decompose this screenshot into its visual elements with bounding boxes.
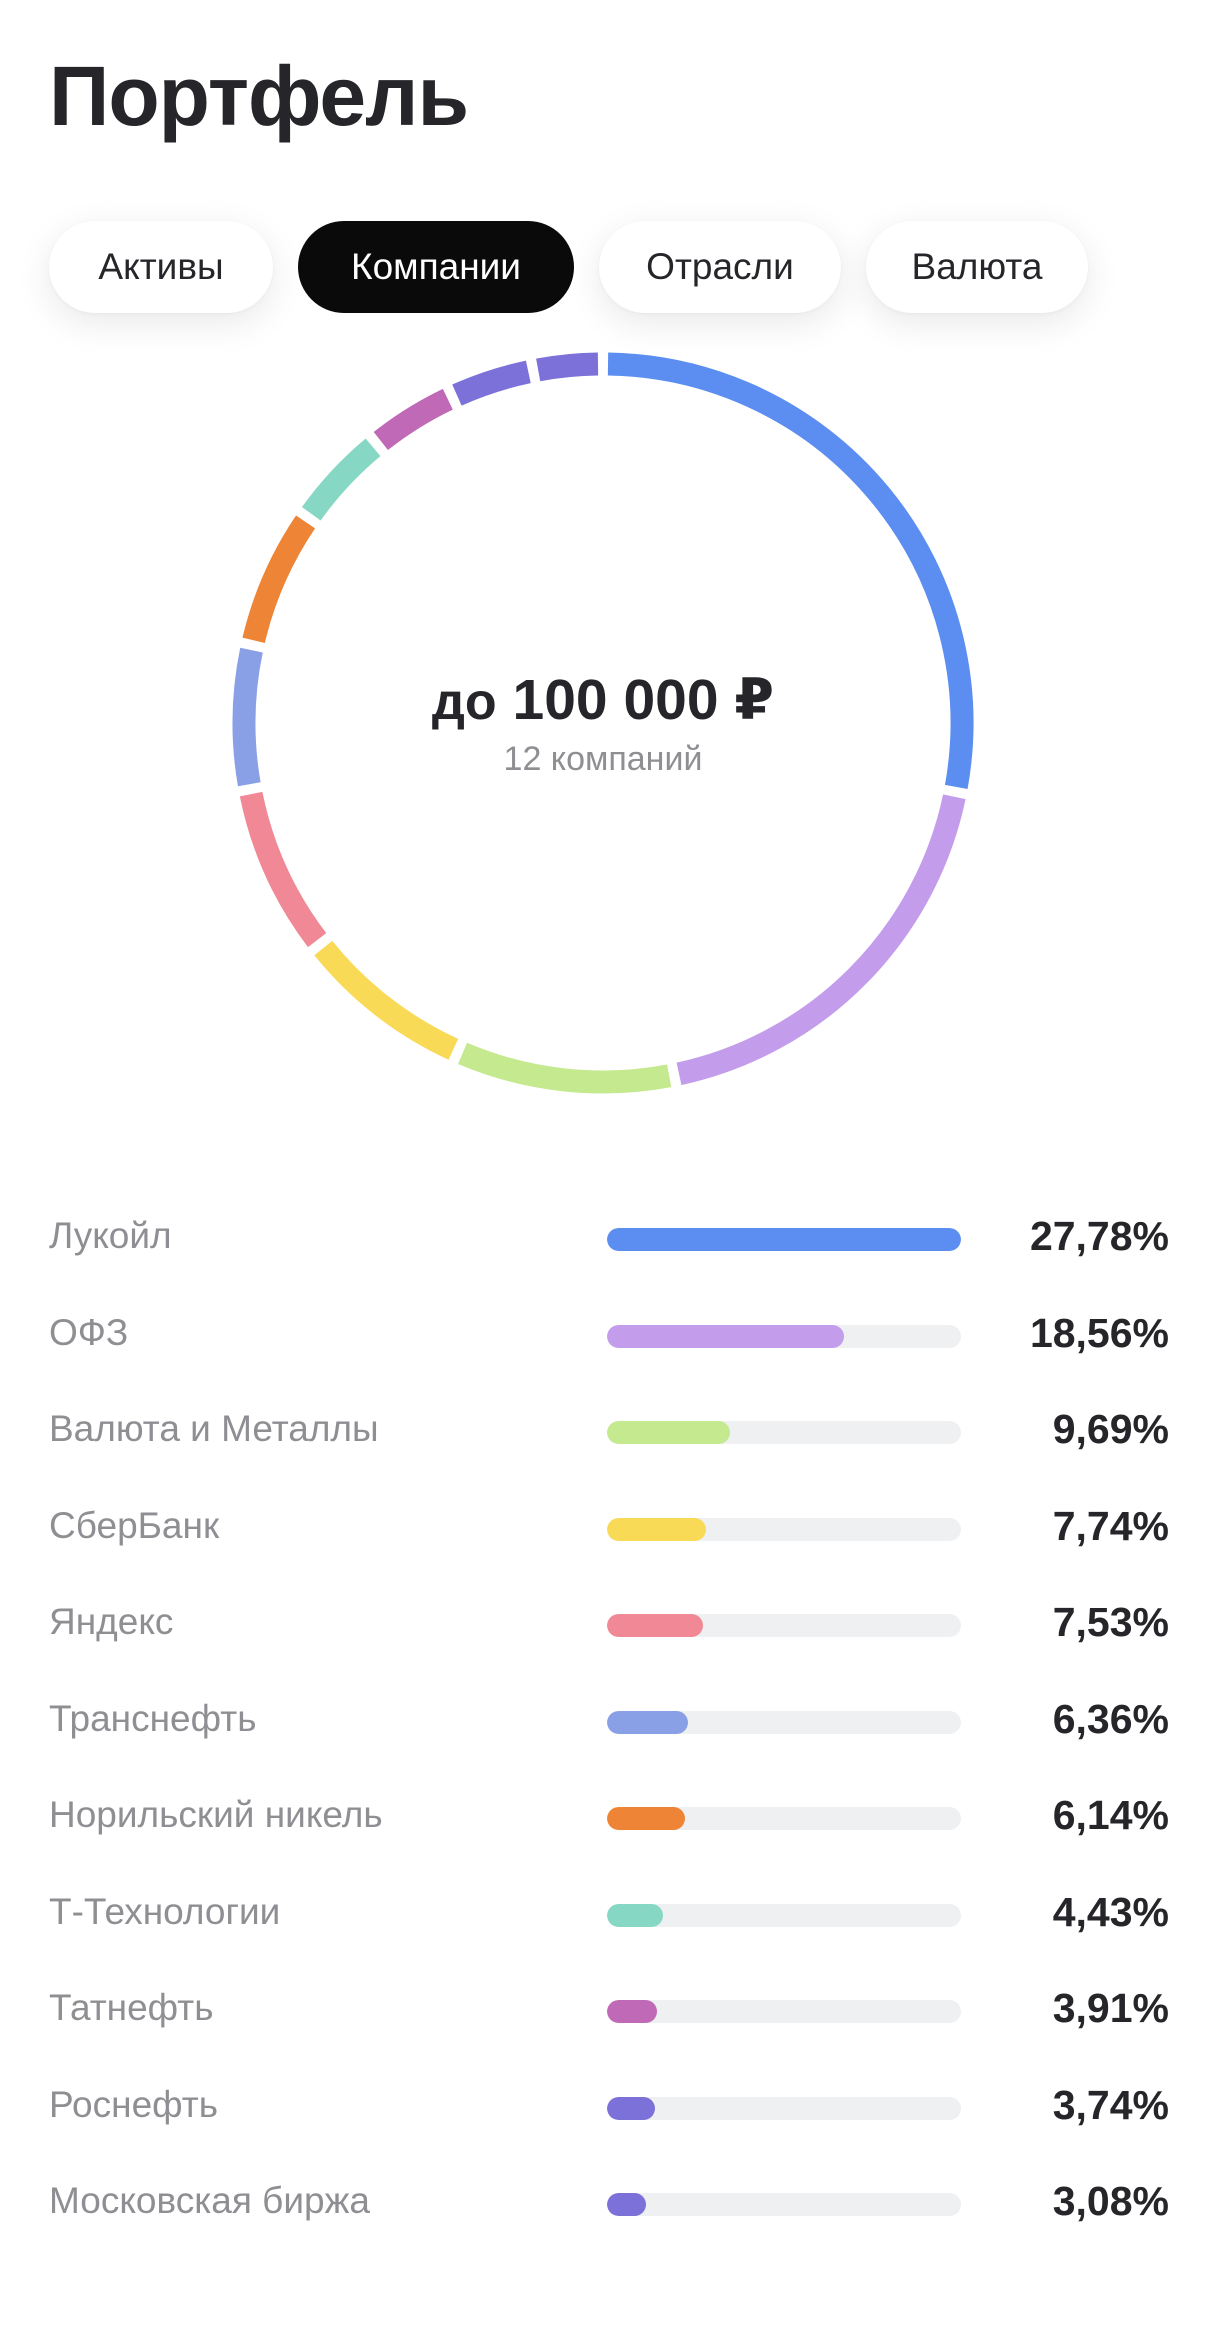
company-share: 4,43%: [1052, 1888, 1169, 1935]
company-share: 3,08%: [1052, 2178, 1169, 2224]
company-name: Роснефть: [49, 2083, 218, 2125]
company-name: Московская биржа: [49, 2180, 370, 2221]
company-share: 18,56%: [1029, 1309, 1169, 1356]
list-item[interactable]: Т-Технологии 4,43%: [49, 1869, 1169, 1966]
share-bar-fill: [607, 1228, 961, 1251]
share-bar-fill: [607, 2193, 647, 2216]
list-item[interactable]: СберБанк 7,74%: [49, 1483, 1169, 1580]
tab-bar: Активы Компании Отрасли Валюта: [49, 221, 1088, 313]
donut-segment: [458, 1042, 672, 1094]
share-bar-track: [607, 1421, 961, 1444]
donut-ring: [232, 352, 974, 1094]
share-bar-fill: [607, 1903, 664, 1927]
share-bar-fill: [607, 1807, 686, 1830]
share-bar-track: [607, 2096, 961, 2120]
company-share: 27,78%: [1029, 1213, 1169, 1259]
company-share: 6,14%: [1052, 1792, 1169, 1838]
share-bar-track: [607, 1710, 961, 1734]
share-bar-track: [607, 2000, 961, 2023]
share-bar-fill: [607, 1614, 703, 1637]
amount-value: 100 000 ₽: [512, 668, 775, 732]
donut-segment: [452, 360, 531, 406]
list-item[interactable]: Татнефть 3,91%: [49, 1965, 1169, 2062]
share-bar-track: [607, 2193, 961, 2216]
donut-segment: [607, 352, 974, 789]
company-share: 6,36%: [1052, 1695, 1169, 1742]
page-title: Портфель: [49, 49, 469, 143]
donut-segment: [536, 352, 599, 382]
company-name: Т-Технологии: [49, 1890, 281, 1932]
list-item[interactable]: Московская биржа 3,08%: [49, 2158, 1169, 2255]
company-share: 3,74%: [1052, 2081, 1169, 2128]
list-item[interactable]: Роснефть 3,74%: [49, 2062, 1169, 2159]
share-bar-fill: [607, 2096, 655, 2120]
share-bar-fill: [607, 1421, 731, 1444]
company-name: Норильский никель: [49, 1794, 383, 1835]
company-share: 9,69%: [1052, 1406, 1169, 1452]
companies-count: 12 компаний: [503, 740, 703, 778]
amount-prefix: до: [431, 673, 497, 731]
tab-industries[interactable]: Отрасли: [599, 221, 841, 313]
list-item[interactable]: Норильский никель 6,14%: [49, 1772, 1169, 1869]
companies-list: Лукойл 27,78% ОФЗ 18,56% Валюта и Металлы 9,6…: [49, 1193, 1169, 2255]
tab-companies[interactable]: Компании: [298, 221, 574, 313]
portfolio-donut-chart: до 100 000 ₽ 12 компаний: [228, 348, 978, 1098]
company-share: 7,74%: [1052, 1502, 1169, 1549]
tab-assets[interactable]: Активы: [49, 221, 273, 313]
list-item[interactable]: ОФЗ 18,56%: [49, 1290, 1169, 1387]
donut-segment: [239, 791, 327, 948]
share-bar-fill: [607, 1324, 844, 1348]
portfolio-amount: до 100 000 ₽: [432, 665, 774, 737]
company-name: ОФЗ: [49, 1311, 129, 1353]
donut-segment: [242, 515, 316, 644]
share-bar-track: [607, 1517, 961, 1541]
donut-segment: [232, 647, 263, 787]
share-bar-track: [607, 1324, 961, 1348]
donut-segment: [373, 388, 453, 451]
company-name: Татнефть: [49, 1987, 214, 2028]
company-share: 3,91%: [1052, 1985, 1169, 2031]
list-item[interactable]: Яндекс 7,53%: [49, 1579, 1169, 1676]
donut-segment: [301, 438, 381, 521]
donut-center: до 100 000 ₽ 12 компаний: [228, 348, 978, 1098]
list-item[interactable]: Валюта и Металлы 9,69%: [49, 1386, 1169, 1483]
share-bar-track: [607, 1228, 961, 1251]
company-share: 7,53%: [1052, 1599, 1169, 1645]
share-bar-track: [607, 1807, 961, 1830]
donut-segment: [314, 940, 459, 1060]
share-bar-fill: [607, 1710, 689, 1734]
donut-segment: [676, 794, 966, 1086]
tab-currency[interactable]: Валюта: [866, 221, 1088, 313]
share-bar-fill: [607, 1517, 706, 1541]
company-name: СберБанк: [49, 1504, 220, 1546]
company-name: Яндекс: [49, 1601, 174, 1642]
company-name: Валюта и Металлы: [49, 1408, 379, 1449]
list-item[interactable]: Транснефть 6,36%: [49, 1676, 1169, 1773]
share-bar-track: [607, 1614, 961, 1637]
company-name: Транснефть: [49, 1697, 257, 1739]
company-name: Лукойл: [49, 1215, 172, 1256]
share-bar-fill: [607, 2000, 657, 2023]
list-item[interactable]: Лукойл 27,78%: [49, 1193, 1169, 1290]
share-bar-track: [607, 1903, 961, 1927]
